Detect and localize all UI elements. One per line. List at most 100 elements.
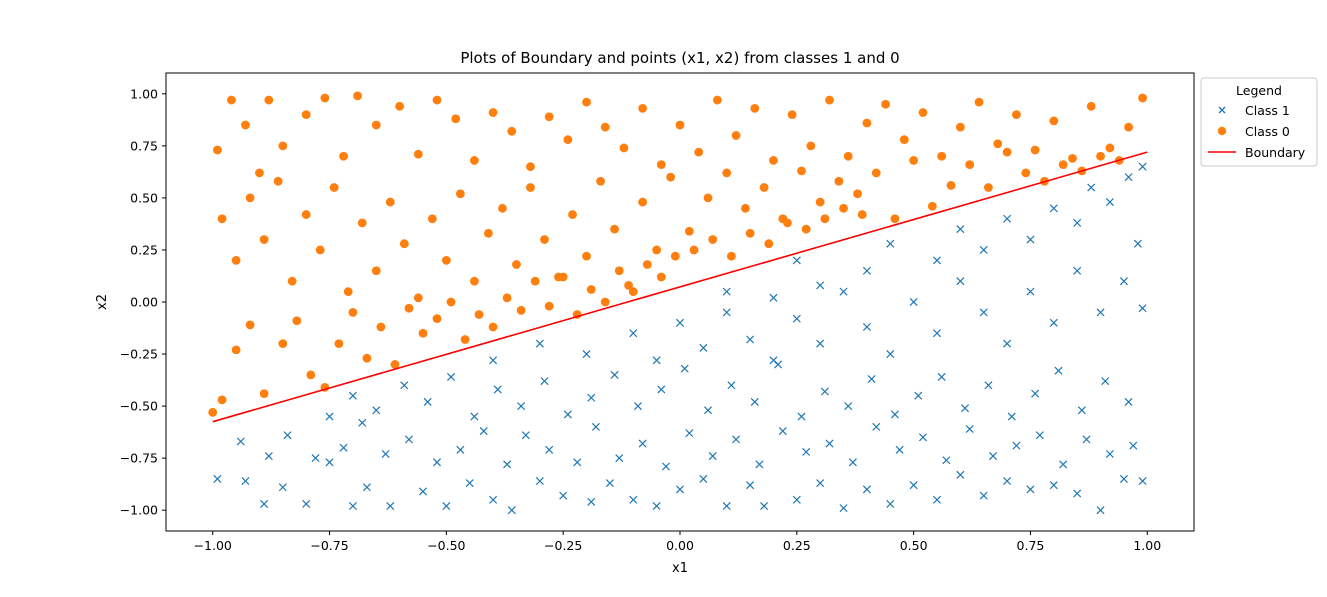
class1-point	[610, 370, 619, 379]
class1-point	[348, 501, 357, 511]
class0-point	[413, 149, 423, 159]
class0-point	[694, 147, 704, 157]
class1-point	[727, 381, 736, 390]
class1-point	[1059, 460, 1068, 469]
class0-point	[638, 103, 648, 113]
class1-point	[1129, 441, 1138, 450]
class1-point	[325, 458, 334, 467]
class1-point	[989, 452, 998, 461]
class0-point	[563, 135, 573, 145]
series-boundary	[212, 151, 1148, 423]
class0-point	[320, 93, 330, 103]
class1-point	[1003, 214, 1012, 223]
class0-point	[1049, 116, 1059, 126]
x-tick-label: 1.00	[1133, 538, 1161, 553]
class0-point	[418, 328, 428, 338]
class0-point	[287, 276, 297, 286]
x-tick-label: −1.00	[194, 538, 232, 553]
class0-point	[619, 143, 629, 153]
class1-point	[675, 485, 685, 494]
class1-point	[213, 474, 222, 483]
class1-point	[325, 412, 334, 421]
class1-point	[979, 308, 988, 317]
class1-point	[470, 412, 479, 421]
class1-point	[1049, 481, 1058, 490]
class0-point	[217, 395, 227, 405]
class1-point	[1105, 449, 1114, 458]
class0-point	[259, 389, 269, 398]
class1-point	[559, 491, 568, 500]
class0-point	[245, 320, 255, 330]
class1-point	[661, 462, 671, 471]
y-tick-label: 1.00	[130, 86, 158, 101]
class1-point	[956, 225, 965, 234]
class1-point	[979, 245, 988, 254]
class1-point	[587, 497, 596, 506]
class1-point	[1003, 477, 1012, 486]
class0-point	[339, 151, 348, 161]
class0-point	[862, 118, 872, 128]
x-axis-label: x1	[672, 561, 688, 576]
class0-point	[708, 235, 718, 244]
class1-point	[816, 479, 825, 488]
class0-point	[1012, 110, 1021, 120]
class0-point	[455, 189, 465, 199]
class1-point	[890, 410, 899, 419]
class0-point	[666, 172, 676, 182]
class0-point	[264, 95, 274, 105]
class0-point	[745, 228, 755, 238]
class1-point	[311, 454, 320, 463]
class1-point	[965, 424, 974, 434]
class0-point	[446, 297, 456, 307]
class0-point	[806, 141, 816, 151]
y-tick-label: −0.75	[120, 451, 158, 466]
class1-point	[339, 443, 348, 452]
class0-point	[371, 266, 381, 276]
class0-point	[273, 176, 283, 186]
class0-point	[395, 101, 405, 111]
class1-point	[1026, 485, 1035, 494]
class0-point	[516, 305, 526, 315]
chart-title: Plots of Boundary and points (x1, x2) fr…	[460, 49, 899, 67]
class1-point	[1073, 266, 1082, 275]
class1-point	[914, 391, 923, 400]
legend: Legend Class 1 Class 0 Boundary	[1200, 77, 1318, 167]
class1-point	[862, 266, 871, 275]
class0-point	[684, 226, 694, 236]
class1-point	[848, 458, 857, 467]
class0-point	[871, 168, 881, 178]
class0-point	[1030, 145, 1040, 155]
class1-point	[704, 406, 713, 415]
x-tick-label: 0.75	[1017, 538, 1045, 553]
class0-point	[783, 218, 792, 228]
legend-title: Legend	[1236, 83, 1282, 98]
y-axis: −1.00 −0.75 −0.50 −0.25 0.00 0.25 0.50 0.75 1.00	[120, 86, 166, 518]
class1-point	[605, 479, 614, 488]
x-tick-label: −0.25	[544, 538, 582, 553]
class1-point	[722, 287, 731, 296]
class0-point	[638, 197, 648, 207]
class1-point	[1119, 277, 1128, 286]
class0-point	[343, 287, 353, 296]
class0-point	[357, 218, 367, 228]
class0-point	[432, 95, 442, 105]
y-tick-label: 0.00	[130, 295, 158, 310]
class1-point	[1026, 235, 1035, 244]
class0-point	[390, 360, 400, 369]
class1-point	[264, 452, 273, 461]
class1-point	[797, 412, 806, 421]
class0-point	[306, 370, 316, 380]
class1-point	[1133, 239, 1142, 248]
class1-point	[1054, 366, 1063, 375]
legend-marker-class1	[1218, 106, 1226, 114]
class0-point	[568, 210, 577, 219]
class0-point	[1105, 143, 1115, 153]
class0-point	[427, 214, 437, 224]
class0-point	[624, 280, 633, 290]
class0-point	[834, 176, 844, 186]
class0-point	[628, 287, 638, 296]
x-axis: −1.00 −0.75 −0.50 −0.25 0.00 0.25 0.50 0.75 1.00	[194, 531, 1161, 553]
class1-point	[348, 391, 357, 400]
legend-label-class1: Class 1	[1245, 103, 1290, 118]
class0-point	[853, 189, 862, 199]
